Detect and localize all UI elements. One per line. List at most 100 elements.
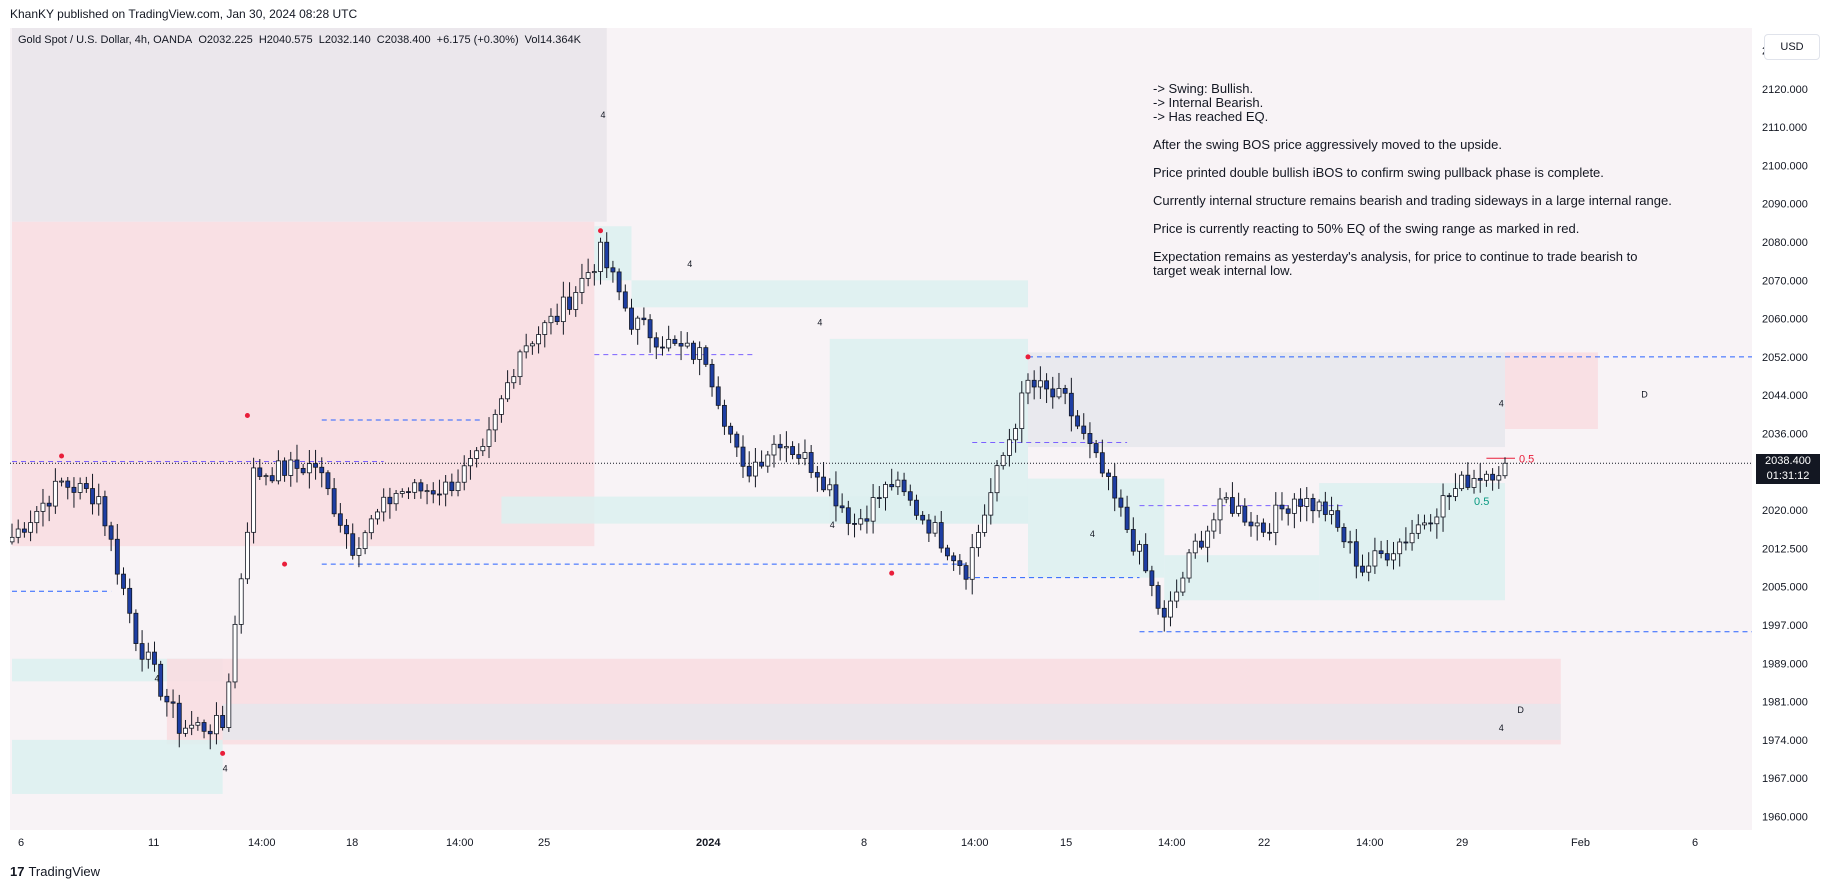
candle-body bbox=[325, 472, 331, 490]
time-tick-label: 18 bbox=[346, 837, 358, 849]
candle-body bbox=[821, 476, 826, 491]
bar-countdown: 01:31:12 bbox=[1766, 470, 1810, 483]
note-line: -> Swing: Bullish. bbox=[1153, 81, 1254, 96]
candle-body bbox=[734, 433, 740, 448]
swing-point bbox=[889, 570, 895, 576]
candle-body bbox=[356, 548, 362, 556]
time-tick-label: 22 bbox=[1258, 837, 1270, 849]
candle-body bbox=[536, 334, 541, 345]
candle-body bbox=[703, 347, 709, 365]
candle-body bbox=[691, 342, 696, 360]
candle-body bbox=[1149, 570, 1155, 586]
candle-body bbox=[145, 651, 151, 660]
candle-body bbox=[1322, 501, 1328, 515]
candle-body bbox=[449, 481, 455, 492]
candle-body bbox=[461, 465, 467, 483]
swing-point bbox=[220, 750, 226, 756]
candle-body bbox=[1037, 380, 1043, 388]
candle-body bbox=[362, 532, 368, 550]
candle-body bbox=[214, 715, 219, 735]
candle-body bbox=[443, 481, 449, 495]
time-tick-label: 14:00 bbox=[1158, 837, 1186, 849]
chart-plot-area[interactable]: 0.5 0.5 4 4 4 4 4 4 4 4 4 D D bbox=[10, 28, 1752, 830]
price-axis[interactable]: 2130.0002120.0002110.0002100.0002090.000… bbox=[1752, 28, 1835, 830]
candle-body bbox=[251, 467, 257, 533]
candle-body bbox=[226, 681, 232, 728]
price-tick-label: 2012.500 bbox=[1762, 543, 1808, 555]
candle-body bbox=[523, 345, 529, 353]
candle-body bbox=[275, 460, 281, 482]
candle-body bbox=[542, 322, 548, 335]
candle-body bbox=[728, 425, 734, 435]
candle-body bbox=[10, 536, 15, 543]
candle-body bbox=[1205, 530, 1211, 548]
candle-body bbox=[814, 472, 820, 478]
candle-body bbox=[914, 499, 919, 516]
note-paragraph: Price printed double bullish iBOS to con… bbox=[1153, 165, 1604, 180]
legend-symbol: Gold Spot / U.S. Dollar, 4h, OANDA bbox=[18, 34, 193, 46]
candle-body bbox=[845, 507, 851, 524]
candle-body bbox=[1329, 510, 1334, 515]
note-paragraph: After the swing BOS price aggressively m… bbox=[1153, 137, 1503, 152]
candle-body bbox=[294, 459, 300, 469]
candle-body bbox=[796, 454, 802, 459]
price-tick-label: 2020.000 bbox=[1762, 505, 1808, 517]
candle-body bbox=[232, 623, 238, 683]
candle-body bbox=[852, 523, 857, 525]
candle-body bbox=[350, 533, 356, 556]
candle-body bbox=[969, 547, 975, 580]
candle-body bbox=[591, 271, 597, 274]
candle-body bbox=[963, 565, 969, 580]
price-tick-label: 1967.000 bbox=[1762, 773, 1808, 785]
candle-body bbox=[901, 479, 907, 493]
price-tick-label: 1989.000 bbox=[1762, 658, 1808, 670]
candle-body bbox=[1267, 531, 1273, 534]
candle-body bbox=[1161, 607, 1167, 618]
currency-button[interactable]: USD bbox=[1764, 34, 1820, 60]
candle-body bbox=[1186, 552, 1192, 579]
candle-body bbox=[604, 241, 610, 269]
candle-body bbox=[1502, 462, 1508, 477]
eq-label-internal: 0.5 bbox=[1474, 496, 1489, 508]
price-chart[interactable]: 0.5 0.5 4 4 4 4 4 4 4 4 4 D D bbox=[10, 28, 1752, 830]
tradingview-logo[interactable]: 17 TradingView bbox=[10, 864, 100, 879]
candle-body bbox=[164, 695, 170, 703]
candle-body bbox=[560, 296, 566, 323]
candle-body bbox=[220, 715, 226, 728]
candle-body bbox=[77, 483, 83, 493]
candle-body bbox=[412, 482, 418, 493]
candle-body bbox=[195, 722, 201, 726]
candle-body bbox=[108, 525, 114, 540]
candle-body bbox=[573, 292, 579, 310]
candle-body bbox=[1087, 433, 1093, 444]
candle-body bbox=[21, 528, 27, 533]
candle-body bbox=[567, 296, 572, 310]
candle-body bbox=[641, 317, 647, 321]
candle-body bbox=[282, 460, 287, 476]
candle-body bbox=[1236, 505, 1242, 514]
candle-body bbox=[1422, 522, 1427, 526]
time-tick-label: 6 bbox=[18, 837, 24, 849]
candle-body bbox=[399, 491, 405, 494]
price-tick-label: 2080.000 bbox=[1762, 237, 1808, 249]
candle-body bbox=[783, 446, 789, 449]
analysis-notes: -> Swing: Bullish. -> Internal Bearish. … bbox=[1153, 82, 1713, 292]
legend-open: O2032.225 bbox=[198, 34, 253, 46]
candle-body bbox=[715, 386, 721, 406]
note-paragraph: Currently internal structure remains bea… bbox=[1153, 193, 1672, 208]
zone-label: 4 bbox=[223, 763, 228, 773]
candle-body bbox=[740, 446, 746, 467]
published-by: KhanKY published on TradingView.com, Jan… bbox=[10, 7, 358, 21]
candle-body bbox=[1031, 379, 1037, 388]
time-axis[interactable]: 6 11 14:00 18 14:00 25 2024 8 14:00 15 14:00 22 14:0… bbox=[10, 830, 1752, 856]
zone-label: 4 bbox=[1090, 529, 1095, 539]
price-tick-label: 2110.000 bbox=[1762, 122, 1807, 134]
zone-box bbox=[829, 338, 1028, 524]
candle-body bbox=[660, 346, 665, 349]
candle-body bbox=[1180, 577, 1186, 593]
candle-body bbox=[1465, 474, 1471, 488]
candle-body bbox=[752, 461, 758, 477]
candle-body bbox=[52, 480, 58, 507]
zone-label: 4 bbox=[687, 259, 692, 269]
candle-body bbox=[1143, 544, 1149, 572]
